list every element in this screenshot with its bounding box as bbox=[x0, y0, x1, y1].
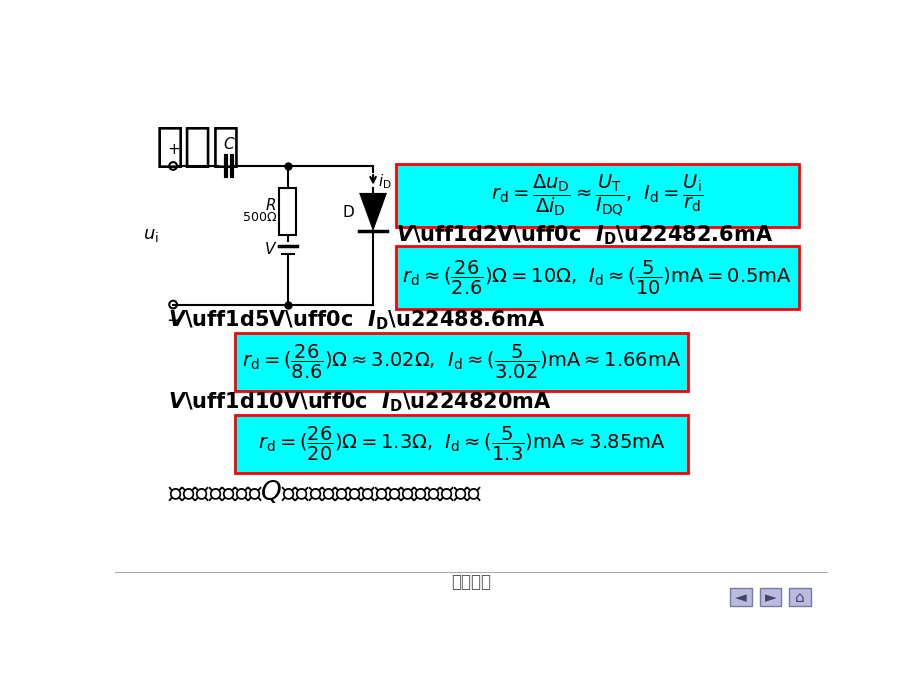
FancyBboxPatch shape bbox=[759, 588, 780, 607]
Text: D: D bbox=[343, 205, 354, 219]
Text: $r_{\mathrm{d}} = (\dfrac{26}{20})\Omega = 1.3\Omega$,  $I_{\mathrm{d}} \approx : $r_{\mathrm{d}} = (\dfrac{26}{20})\Omega… bbox=[257, 425, 665, 464]
Text: 在伏安特性上，$Q$点越高，二极管的动态电阻越小！: 在伏安特性上，$Q$点越高，二极管的动态电阻越小！ bbox=[167, 479, 482, 506]
Text: $r_{\mathrm{d}} = (\dfrac{26}{8.6})\Omega \approx 3.02\Omega$,  $I_{\mathrm{d}} : $r_{\mathrm{d}} = (\dfrac{26}{8.6})\Omeg… bbox=[242, 343, 681, 381]
Text: C: C bbox=[223, 137, 234, 152]
Text: 行业材料: 行业材料 bbox=[451, 573, 491, 591]
Text: $\boldsymbol{V}$\uff1d5V\uff0c  $\boldsymbol{I}_{\mathbf{D}}$\u22488.6mA: $\boldsymbol{V}$\uff1d5V\uff0c $\boldsym… bbox=[167, 308, 544, 332]
FancyBboxPatch shape bbox=[395, 164, 798, 227]
Text: 500Ω: 500Ω bbox=[243, 211, 276, 224]
FancyBboxPatch shape bbox=[730, 588, 751, 607]
FancyBboxPatch shape bbox=[395, 246, 798, 309]
Text: ⌂: ⌂ bbox=[794, 590, 804, 604]
Text: $\boldsymbol{V}$\uff1d10V\uff0c  $\boldsymbol{I}_{\mathbf{D}}$\u224820mA: $\boldsymbol{V}$\uff1d10V\uff0c $\boldsy… bbox=[167, 391, 550, 414]
Text: $\boldsymbol{V}$\uff1d2V\uff0c  $\boldsymbol{I}_{\mathbf{D}}$\u22482.6mA: $\boldsymbol{V}$\uff1d2V\uff0c $\boldsym… bbox=[395, 224, 772, 247]
Text: V: V bbox=[265, 242, 275, 257]
Text: $r_{\mathrm{d}} \approx (\dfrac{26}{2.6})\Omega = 10\Omega$,  $I_{\mathrm{d}} \a: $r_{\mathrm{d}} \approx (\dfrac{26}{2.6}… bbox=[402, 259, 791, 297]
Text: R: R bbox=[266, 198, 276, 213]
FancyBboxPatch shape bbox=[235, 333, 687, 391]
FancyBboxPatch shape bbox=[279, 188, 296, 235]
Text: ►: ► bbox=[764, 590, 776, 604]
Text: −: − bbox=[166, 313, 181, 331]
Text: +: + bbox=[167, 141, 180, 157]
Polygon shape bbox=[358, 193, 387, 231]
Text: ◄: ◄ bbox=[734, 590, 746, 604]
Text: $i_{\mathrm{D}}$: $i_{\mathrm{D}}$ bbox=[378, 172, 391, 191]
Text: $u_{\mathrm{i}}$: $u_{\mathrm{i}}$ bbox=[143, 226, 159, 244]
FancyBboxPatch shape bbox=[789, 588, 810, 607]
FancyBboxPatch shape bbox=[235, 415, 687, 473]
Text: 讨论二: 讨论二 bbox=[155, 125, 240, 170]
Text: $r_{\mathrm{d}} = \dfrac{\Delta u_{\mathrm{D}}}{\Delta i_{\mathrm{D}}} \approx \: $r_{\mathrm{d}} = \dfrac{\Delta u_{\math… bbox=[491, 172, 702, 218]
